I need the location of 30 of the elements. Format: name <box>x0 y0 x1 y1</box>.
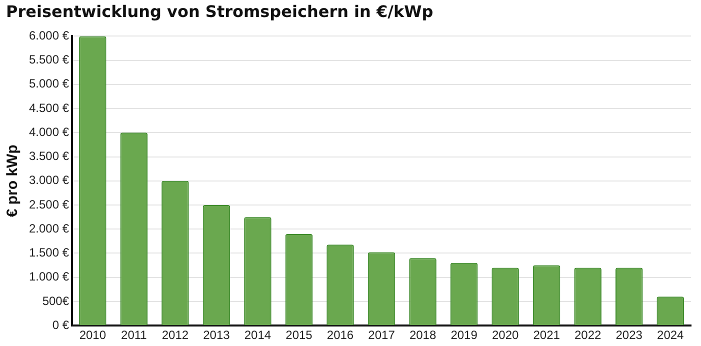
y-tick-label: 3.000 € <box>28 173 70 188</box>
x-tick-label: 2024 <box>657 328 684 342</box>
x-tick-label: 2016 <box>326 328 354 342</box>
y-tick-label: 6.000 € <box>28 28 70 43</box>
x-tick-label: 2017 <box>368 328 396 342</box>
x-tick-label: 2012 <box>162 328 189 342</box>
chart-title: Preisentwicklung von Stromspeichern in €/kWp <box>6 2 434 21</box>
y-tick-label: 4.000 € <box>28 124 70 139</box>
y-axis-title: € pro kWp <box>4 144 22 218</box>
x-tick-label: 2011 <box>121 328 148 342</box>
x-tick-label: 2023 <box>616 328 643 342</box>
x-tick-label: 2013 <box>203 328 230 342</box>
y-tick-label: 0 € <box>52 318 70 332</box>
x-tick-label: 2022 <box>574 328 602 342</box>
x-tick-label: 2018 <box>409 328 436 342</box>
y-tick-label: 500€ <box>42 294 70 308</box>
y-tick-label: 1.000 € <box>28 270 70 284</box>
x-tick-label: 2020 <box>492 328 519 342</box>
y-tick-label: 5.500 € <box>28 52 70 67</box>
x-tick-label: 2010 <box>79 328 106 342</box>
y-tick-label: 2.500 € <box>28 197 70 212</box>
y-tick-label: 3.500 € <box>28 149 70 164</box>
y-tick-label: 1.500 € <box>28 246 70 260</box>
x-tick-label: 2015 <box>286 328 313 342</box>
x-tick-label: 2014 <box>244 328 272 342</box>
y-tick-label: 5.000 € <box>28 76 70 91</box>
x-tick-label: 2021 <box>533 328 560 342</box>
y-tick-label: 4.500 € <box>28 100 70 115</box>
x-tick-label: 2019 <box>450 328 478 342</box>
y-tick-label: 2.000 € <box>28 221 70 236</box>
